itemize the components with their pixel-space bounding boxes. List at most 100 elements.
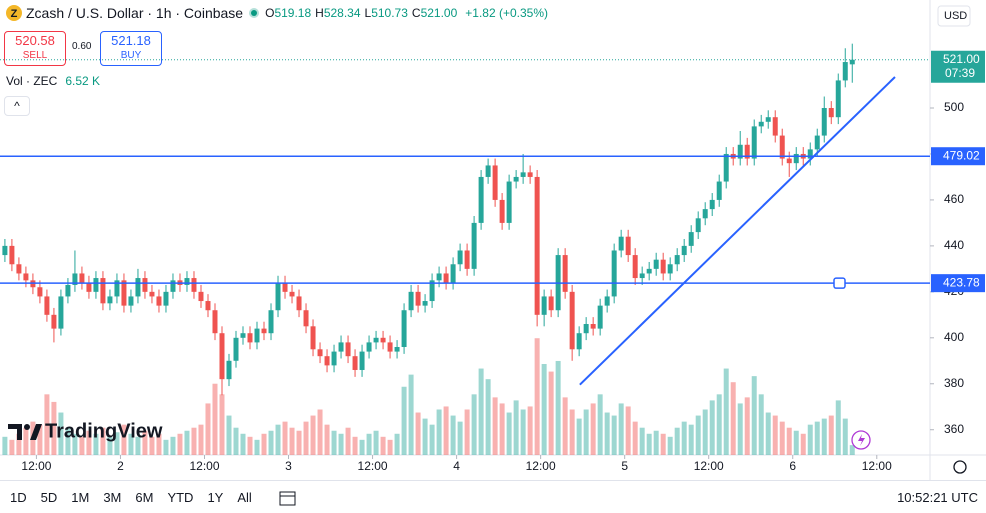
- candle-body: [366, 342, 372, 352]
- volume-bar: [457, 421, 463, 455]
- candle-body: [184, 278, 190, 285]
- candle-body: [569, 291, 575, 350]
- candle-body: [653, 259, 659, 269]
- candle-body: [2, 245, 8, 256]
- volume-bar: [443, 406, 449, 455]
- sell-button[interactable]: 520.58 SELL: [4, 31, 66, 66]
- volume-bar: [303, 421, 309, 455]
- candle-body: [198, 291, 204, 302]
- volume-title: Vol · ZEC: [6, 74, 58, 88]
- timeframe-button[interactable]: 6M: [135, 490, 154, 505]
- candle-body: [16, 264, 22, 274]
- svg-text:Z: Z: [11, 8, 18, 20]
- candle-body: [422, 301, 428, 306]
- calendar-icon[interactable]: [278, 489, 298, 507]
- volume-bar: [779, 421, 785, 455]
- candle-body: [240, 333, 246, 338]
- volume-bar: [583, 409, 589, 455]
- candle-body: [408, 291, 414, 311]
- timeframe-button[interactable]: 1M: [71, 490, 90, 505]
- candle-body: [9, 245, 15, 265]
- candle-body: [751, 126, 757, 159]
- buy-button[interactable]: 521.18 BUY: [100, 31, 162, 66]
- timeframe-button[interactable]: 1D: [10, 490, 27, 505]
- volume-bar: [51, 401, 57, 455]
- timeframe-button[interactable]: 3M: [103, 490, 122, 505]
- candle-body: [716, 181, 722, 200]
- candle-body: [793, 153, 799, 164]
- candle-body: [436, 273, 442, 281]
- candle-body: [611, 250, 617, 297]
- candle-body: [527, 172, 533, 177]
- ohlc-value: 528.34: [323, 6, 361, 20]
- volume-legend: Vol · ZEC 6.52 K: [6, 74, 100, 88]
- candle-body: [394, 346, 400, 352]
- timeframes: 1D 5D 1M 3M 6M YTD 1Y All: [0, 490, 256, 505]
- volume-bar: [800, 433, 806, 455]
- candle-body: [170, 280, 176, 292]
- candle-body: [191, 278, 197, 292]
- timeframe-button[interactable]: 1Y: [207, 490, 224, 505]
- volume-bar: [394, 433, 400, 455]
- volume-bar: [604, 412, 610, 455]
- candle-body: [667, 264, 673, 274]
- volume-bar: [86, 430, 92, 455]
- volume-bar: [849, 445, 855, 455]
- settings-icon[interactable]: [953, 460, 967, 474]
- candle-body: [562, 255, 568, 292]
- candle-body: [233, 337, 239, 361]
- volume-bar: [492, 397, 498, 455]
- volume-bar: [79, 436, 85, 455]
- volume-bar: [471, 394, 477, 455]
- line-handle[interactable]: [833, 277, 846, 289]
- candle-body: [520, 172, 526, 177]
- candle-body: [58, 296, 64, 329]
- timeframe-button[interactable]: All: [237, 490, 252, 505]
- candle-body: [65, 284, 71, 297]
- y-tick-label: 400: [944, 330, 964, 344]
- volume-bar: [723, 368, 729, 455]
- candle-body: [632, 255, 638, 279]
- candle-body: [646, 268, 652, 274]
- candle-body: [597, 305, 603, 329]
- candle-body: [779, 135, 785, 159]
- volume-bar: [436, 409, 442, 455]
- volume-bar: [814, 421, 820, 455]
- last-price-label: 521.00: [943, 52, 980, 66]
- candle-body: [849, 59, 855, 65]
- volume-bar: [58, 412, 64, 455]
- candle-body: [219, 333, 225, 380]
- x-tick-label: 12:00: [358, 459, 388, 473]
- candle-body: [478, 176, 484, 223]
- alert-icon[interactable]: [851, 430, 871, 450]
- candle-body: [604, 296, 610, 306]
- candle-body: [450, 264, 456, 283]
- volume-bar: [562, 397, 568, 455]
- collapse-button[interactable]: ^: [4, 96, 30, 116]
- volume-bar: [478, 368, 484, 455]
- timeframe-button[interactable]: 5D: [40, 490, 58, 505]
- candle-body: [541, 296, 547, 315]
- candle-body: [625, 236, 631, 256]
- volume-bar: [597, 394, 603, 455]
- volume-bar: [793, 430, 799, 455]
- volume-bar: [828, 415, 834, 455]
- candle-body: [268, 310, 274, 334]
- candle-body: [247, 333, 253, 343]
- candle-body: [681, 245, 687, 256]
- candle-body: [821, 108, 827, 136]
- x-tick-label: 4: [453, 459, 460, 473]
- candle-body: [44, 296, 50, 315]
- currency-button[interactable]: [937, 5, 971, 27]
- volume-bar: [107, 436, 113, 455]
- candle-body: [471, 222, 477, 269]
- sell-label: SELL: [22, 50, 48, 61]
- coin-icon: Z: [6, 5, 22, 21]
- volume-bar: [401, 386, 407, 455]
- volume-bar: [219, 394, 225, 455]
- x-tick-label: 5: [621, 459, 628, 473]
- candle-body: [114, 280, 120, 297]
- ohlc-key: C: [411, 6, 421, 20]
- candle-body: [548, 296, 554, 311]
- timeframe-button[interactable]: YTD: [167, 490, 194, 505]
